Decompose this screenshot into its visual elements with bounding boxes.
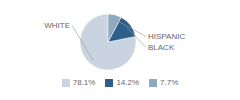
svg-text:HISPANIC: HISPANIC bbox=[148, 32, 185, 41]
html-text:7.7%: 7.7% bbox=[160, 78, 179, 87]
svg-text:WHITE: WHITE bbox=[44, 21, 70, 30]
html-text:14.2%: 14.2% bbox=[116, 78, 140, 87]
svg-text:BLACK: BLACK bbox=[148, 43, 175, 52]
html-text:78.1%: 78.1% bbox=[72, 78, 96, 87]
